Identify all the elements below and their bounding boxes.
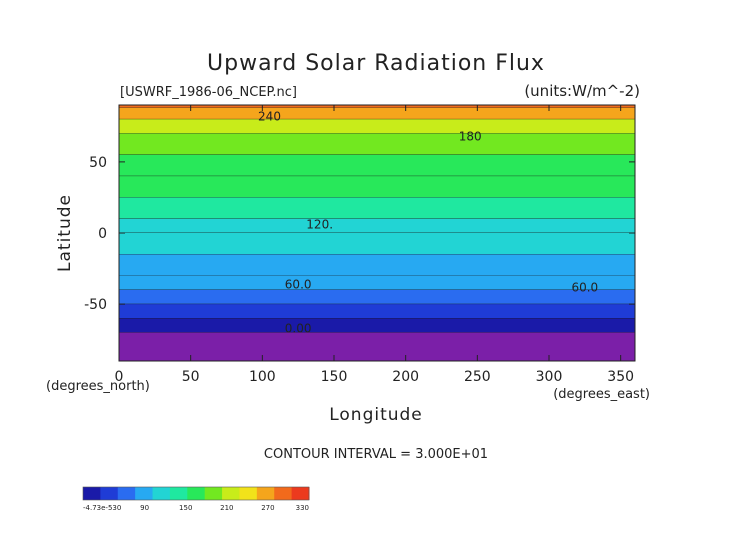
colorbar-swatch xyxy=(291,487,310,500)
lat-band-13 xyxy=(119,318,635,333)
lat-band-11 xyxy=(119,289,635,305)
lat-band-14 xyxy=(119,332,635,361)
colorbar-swatch xyxy=(100,487,119,500)
contour-label: 0.00 xyxy=(285,322,312,336)
colorbar-tick-label: -4.73e-530 xyxy=(83,504,121,512)
x-tick-label: 0 xyxy=(115,369,124,385)
y-tick-label: 50 xyxy=(89,155,107,171)
colorbar-swatch xyxy=(274,487,293,500)
file-label: [USWRF_1986-06_NCEP.nc] xyxy=(120,85,297,100)
x-tick-label: 350 xyxy=(607,369,634,385)
lat-band-12 xyxy=(119,304,635,319)
lat-band-7 xyxy=(119,218,635,233)
x-axis-title: Longitude xyxy=(329,405,423,425)
plot-area xyxy=(119,105,635,362)
colorbar-swatch xyxy=(117,487,136,500)
lat-band-10 xyxy=(119,275,635,290)
lat-band-0 xyxy=(119,105,635,108)
colorbar-swatch xyxy=(169,487,188,500)
x-tick-label: 150 xyxy=(321,369,348,385)
colorbar-swatch xyxy=(83,487,101,500)
colorbar-frame xyxy=(82,486,310,501)
x-tick-label: 100 xyxy=(249,369,276,385)
colorbar-swatch xyxy=(204,487,223,500)
x-tick-label: 300 xyxy=(536,369,563,385)
colorbar-tick-label: 210 xyxy=(220,504,233,512)
colorbar-swatch xyxy=(152,487,171,500)
lat-band-4 xyxy=(119,154,635,177)
contour-label: 60.0 xyxy=(285,277,312,291)
lat-band-8 xyxy=(119,233,635,255)
lat-band-3 xyxy=(119,133,635,155)
lat-band-1 xyxy=(119,107,635,120)
colorbar-swatch xyxy=(256,487,275,500)
colorbar-swatch xyxy=(135,487,154,500)
y-axis-title: Latitude xyxy=(55,194,75,272)
colorbar-labels: -4.73e-530 90 150 210 270 330 xyxy=(83,504,309,512)
y-axis-ticks: -50 0 50 xyxy=(84,155,635,313)
x-tick-label: 250 xyxy=(464,369,491,385)
x-unit-label: (degrees_east) xyxy=(553,387,650,402)
colorbar-swatch xyxy=(239,487,258,500)
contour-label: 240 xyxy=(258,110,281,124)
contour-label: 60.0 xyxy=(571,280,598,294)
colorbar-tick-label: 330 xyxy=(296,504,309,512)
contour-label: 120. xyxy=(306,218,333,232)
colorbar-tick-label: 150 xyxy=(179,504,192,512)
colorbar-tick-label: 90 xyxy=(140,504,149,512)
lat-band-5 xyxy=(119,176,635,198)
contour-interval-label: CONTOUR INTERVAL = 3.000E+01 xyxy=(264,447,488,462)
units-label: (units:W/m^-2) xyxy=(524,82,640,100)
y-unit-label: (degrees_north) xyxy=(46,379,150,394)
y-tick-label: 0 xyxy=(98,226,107,242)
colorbar xyxy=(82,486,310,501)
lat-band-9 xyxy=(119,254,635,276)
contour-label: 180 xyxy=(459,130,482,144)
contour-labels: 240 180 120. 60.0 60.0 0.00 xyxy=(258,110,598,336)
y-tick-label: -50 xyxy=(84,297,107,313)
colorbar-tick-label: 270 xyxy=(261,504,274,512)
x-tick-label: 200 xyxy=(392,369,419,385)
lat-band-6 xyxy=(119,197,635,219)
colorbar-swatch xyxy=(222,487,240,500)
x-axis-ticks: 0 50 100 150 200 250 300 350 xyxy=(115,105,634,385)
lat-band-2 xyxy=(119,119,635,134)
chart-title: Upward Solar Radiation Flux xyxy=(207,51,545,76)
colorbar-swatch xyxy=(187,487,206,500)
x-tick-label: 50 xyxy=(182,369,200,385)
